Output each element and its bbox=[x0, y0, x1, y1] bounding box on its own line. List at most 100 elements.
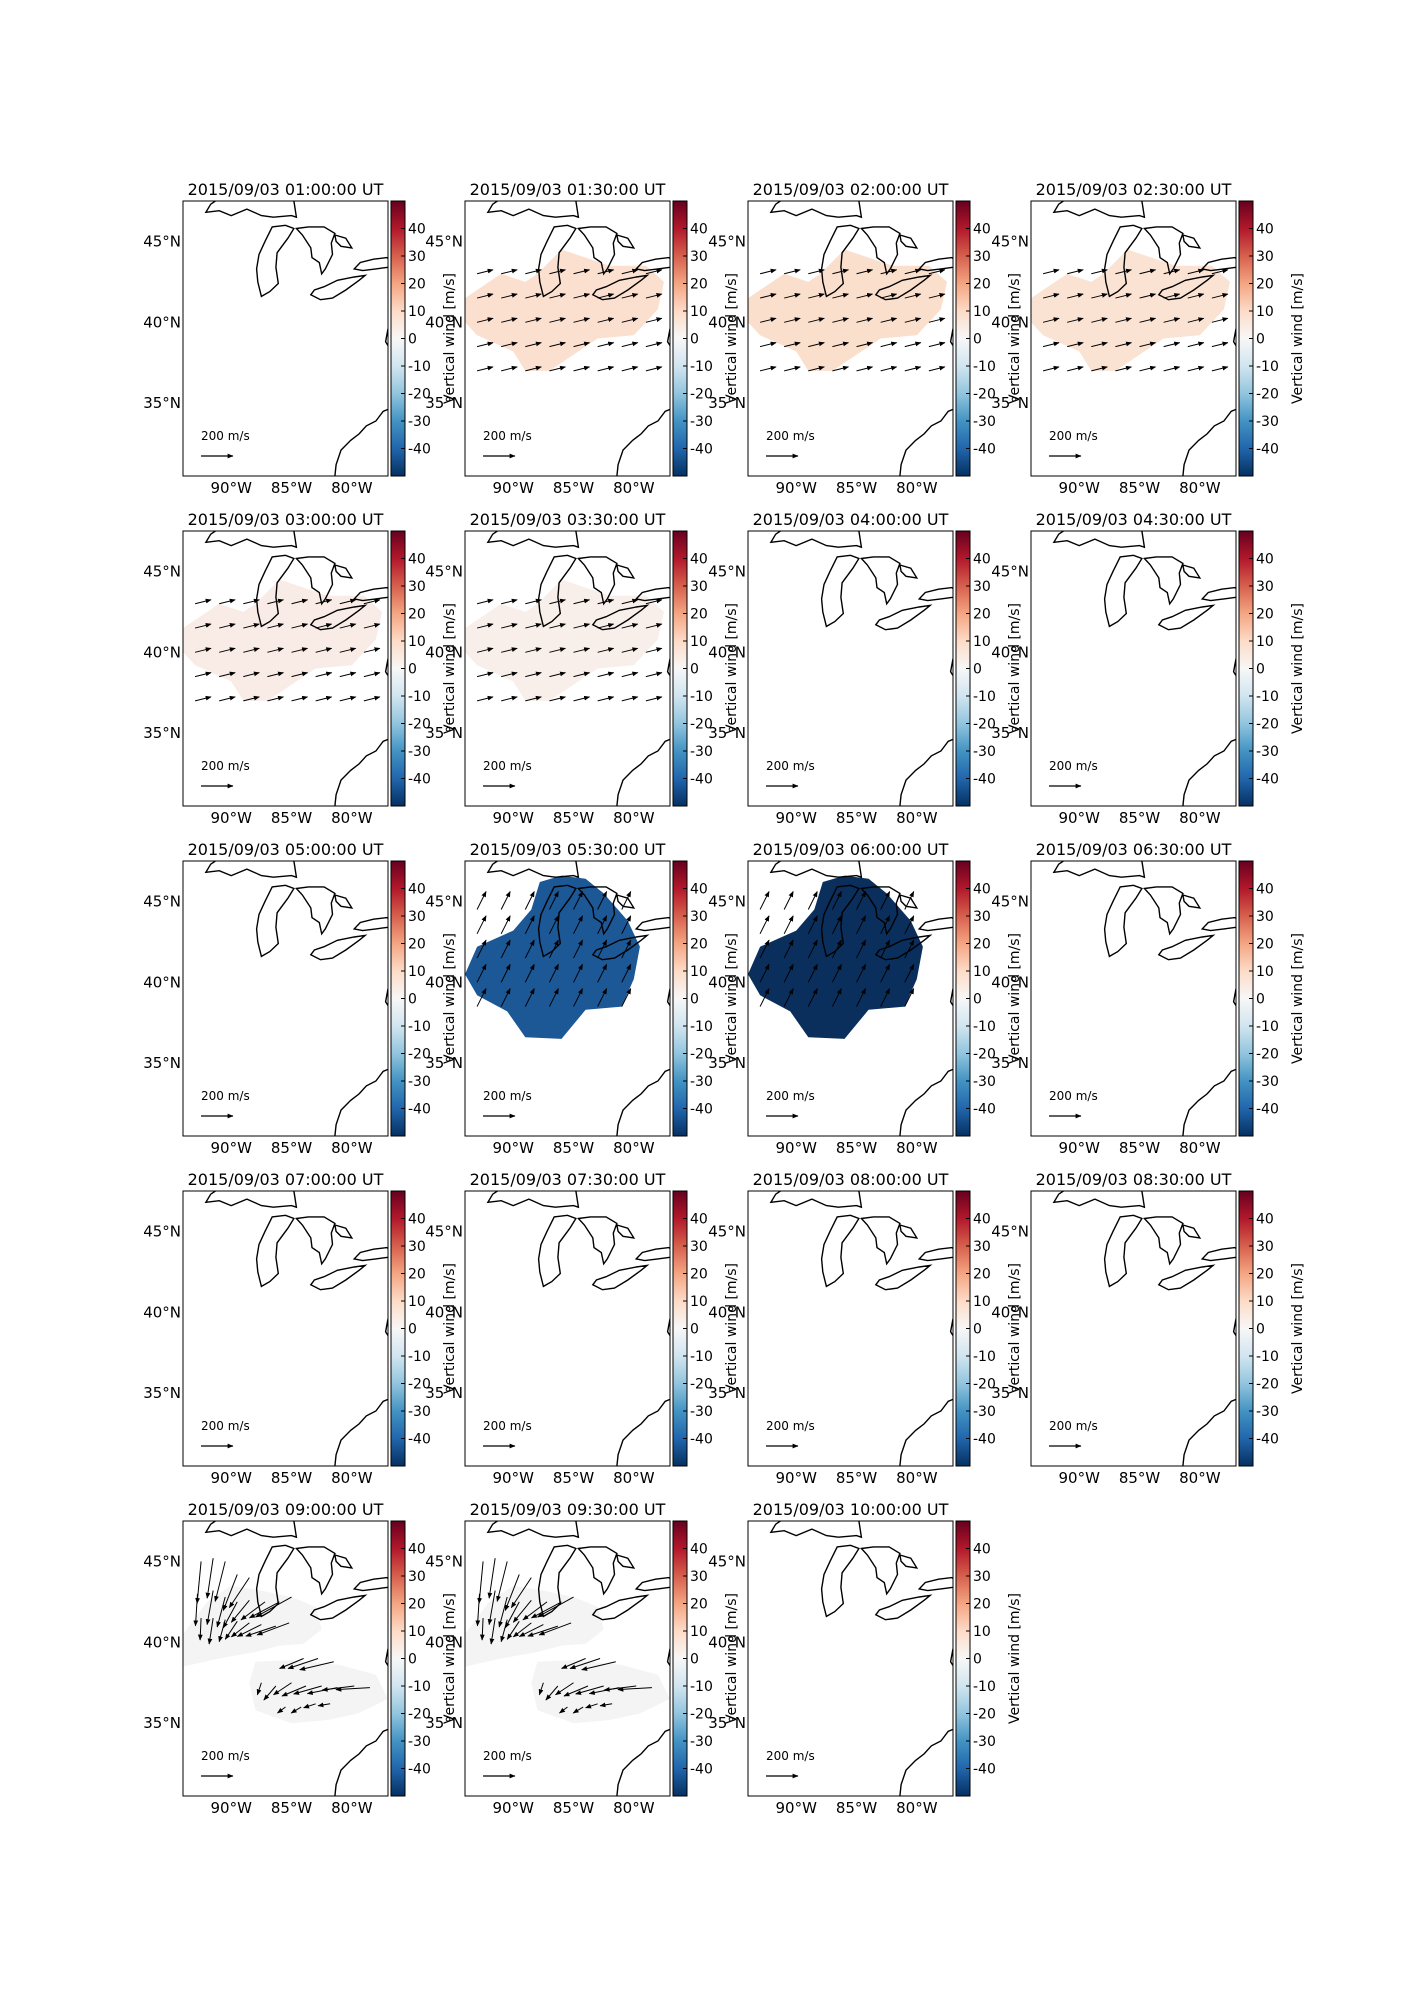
lon-tick-label: 90°W bbox=[1059, 809, 1101, 827]
colorbar-tick-label: 10 bbox=[1256, 304, 1274, 320]
scale-arrow-label: 200 m/s bbox=[483, 1749, 532, 1763]
colorbar-tick-label: -10 bbox=[690, 689, 713, 705]
wind-vector bbox=[1067, 341, 1084, 348]
lake-outline bbox=[917, 256, 953, 272]
wind-vector bbox=[880, 268, 898, 275]
panel-title: 2015/09/03 07:00:00 UT bbox=[188, 1170, 384, 1189]
colorbar-tick-label: 10 bbox=[973, 304, 991, 320]
panel-title: 2015/09/03 05:30:00 UT bbox=[470, 840, 666, 859]
lake-outline bbox=[1103, 884, 1143, 958]
wind-vector bbox=[856, 915, 866, 935]
wind-vector bbox=[500, 963, 511, 983]
colorbar-tick-label: 30 bbox=[973, 909, 991, 925]
scale-arrow-label: 200 m/s bbox=[1049, 1089, 1098, 1103]
lake-outline bbox=[634, 256, 670, 272]
colorbar-tick-label: -10 bbox=[690, 1679, 713, 1695]
lat-tick-label: 35°N bbox=[143, 394, 181, 412]
panel-title: 2015/09/03 01:00:00 UT bbox=[188, 180, 384, 199]
colorbar-tick-label: -10 bbox=[973, 1019, 996, 1035]
wind-vector bbox=[831, 939, 842, 959]
lake-outline bbox=[204, 531, 298, 549]
scale-arrow-label: 200 m/s bbox=[1049, 429, 1098, 443]
map-frame bbox=[1030, 860, 1237, 1137]
wind-vector bbox=[219, 598, 236, 605]
map-panel: 2015/09/03 08:30:00 UT 200 m/s 45°N 40°N 35°… bbox=[991, 1170, 1306, 1487]
lake-outline bbox=[634, 1246, 670, 1262]
lon-tick-label: 80°W bbox=[331, 479, 373, 497]
lon-tick-label: 80°W bbox=[896, 479, 938, 497]
wind-vector bbox=[1139, 317, 1157, 323]
wind-vector bbox=[904, 317, 922, 323]
wind-vector bbox=[573, 623, 591, 629]
map-panel: 2015/09/03 01:30:00 UT 200 m/s 45°N 40°N 35°… bbox=[425, 180, 740, 497]
lat-tick-label: 45°N bbox=[708, 1222, 746, 1240]
wind-vector bbox=[222, 1601, 238, 1629]
colorbar-tick-label: -40 bbox=[1256, 1102, 1279, 1118]
scale-arrow-label: 200 m/s bbox=[201, 1419, 250, 1433]
colorbar-tick-label: -20 bbox=[973, 1047, 996, 1063]
lake-outline bbox=[334, 1224, 354, 1239]
lake-outline bbox=[899, 1224, 919, 1239]
colorbar-tick-label: 40 bbox=[973, 552, 991, 568]
wind-vector bbox=[525, 598, 542, 605]
wind-vector bbox=[476, 341, 494, 348]
map-frame bbox=[464, 860, 671, 1137]
wind-vector bbox=[621, 647, 639, 653]
colorbar-tick-label: 10 bbox=[690, 964, 708, 980]
panel-title: 2015/09/03 04:30:00 UT bbox=[1036, 510, 1232, 529]
lake-outline bbox=[1103, 224, 1143, 298]
lon-tick-label: 85°W bbox=[836, 479, 878, 497]
lake-outline bbox=[1200, 586, 1236, 602]
wind-vector bbox=[538, 1622, 572, 1636]
panel-title: 2015/09/03 08:30:00 UT bbox=[1036, 1170, 1232, 1189]
colorbar-tick-label: 30 bbox=[690, 1239, 708, 1255]
lake-outline bbox=[616, 1224, 636, 1239]
wind-vector bbox=[525, 293, 542, 299]
scale-arrow-label: 200 m/s bbox=[766, 1749, 815, 1763]
colorbar-tick-label: -40 bbox=[408, 442, 431, 458]
colorbar-label: Vertical wind [m/s] bbox=[442, 1263, 458, 1394]
lat-tick-label: 45°N bbox=[143, 562, 181, 580]
wind-vector bbox=[476, 695, 494, 702]
wind-vector bbox=[573, 963, 583, 983]
panel-title: 2015/09/03 02:00:00 UT bbox=[753, 180, 949, 199]
wind-vector bbox=[218, 1619, 226, 1643]
colorbar-tick-label: 20 bbox=[1256, 607, 1274, 623]
wind-vector bbox=[831, 915, 842, 935]
colorbar-tick-label: 20 bbox=[1256, 1267, 1274, 1283]
map-frame bbox=[182, 530, 389, 807]
wind-vector bbox=[525, 671, 542, 678]
lake-outline bbox=[899, 1554, 919, 1569]
wind-vector bbox=[293, 1685, 322, 1695]
colorbar-tick-label: -30 bbox=[690, 1404, 713, 1420]
lake-outline bbox=[769, 201, 863, 219]
wind-vector bbox=[194, 671, 212, 678]
lake-outline bbox=[591, 1594, 650, 1621]
lake-outline bbox=[634, 586, 670, 602]
wind-vector bbox=[501, 598, 518, 605]
lat-tick-label: 35°N bbox=[708, 1384, 746, 1402]
map-frame bbox=[464, 1520, 671, 1797]
wind-vector bbox=[476, 317, 494, 323]
colorbar-tick-label: 10 bbox=[973, 634, 991, 650]
lake-outline bbox=[1200, 1246, 1236, 1262]
wind-vector bbox=[510, 1577, 532, 1609]
colorbar-tick-label: -30 bbox=[408, 744, 431, 760]
colorbar-tick-label: -10 bbox=[408, 1019, 431, 1035]
wind-vector bbox=[219, 671, 236, 678]
colorbar-tick-label: -40 bbox=[973, 1762, 996, 1778]
wind-vector bbox=[880, 988, 891, 1007]
lake-outline bbox=[352, 586, 388, 602]
wind-vector bbox=[645, 623, 663, 629]
wind-vector bbox=[363, 671, 381, 678]
wind-vector bbox=[597, 963, 608, 983]
colorbar-tick-label: 0 bbox=[690, 332, 699, 348]
wind-vector bbox=[645, 671, 663, 678]
lake-outline bbox=[591, 1264, 650, 1291]
wind-vector bbox=[273, 1682, 292, 1696]
wind-vector bbox=[1115, 341, 1132, 348]
colorbar-label: Vertical wind [m/s] bbox=[1007, 933, 1023, 1064]
lat-tick-label: 40°N bbox=[425, 313, 463, 331]
colorbar-tick-label: 20 bbox=[1256, 277, 1274, 293]
wind-vector bbox=[193, 1593, 199, 1627]
